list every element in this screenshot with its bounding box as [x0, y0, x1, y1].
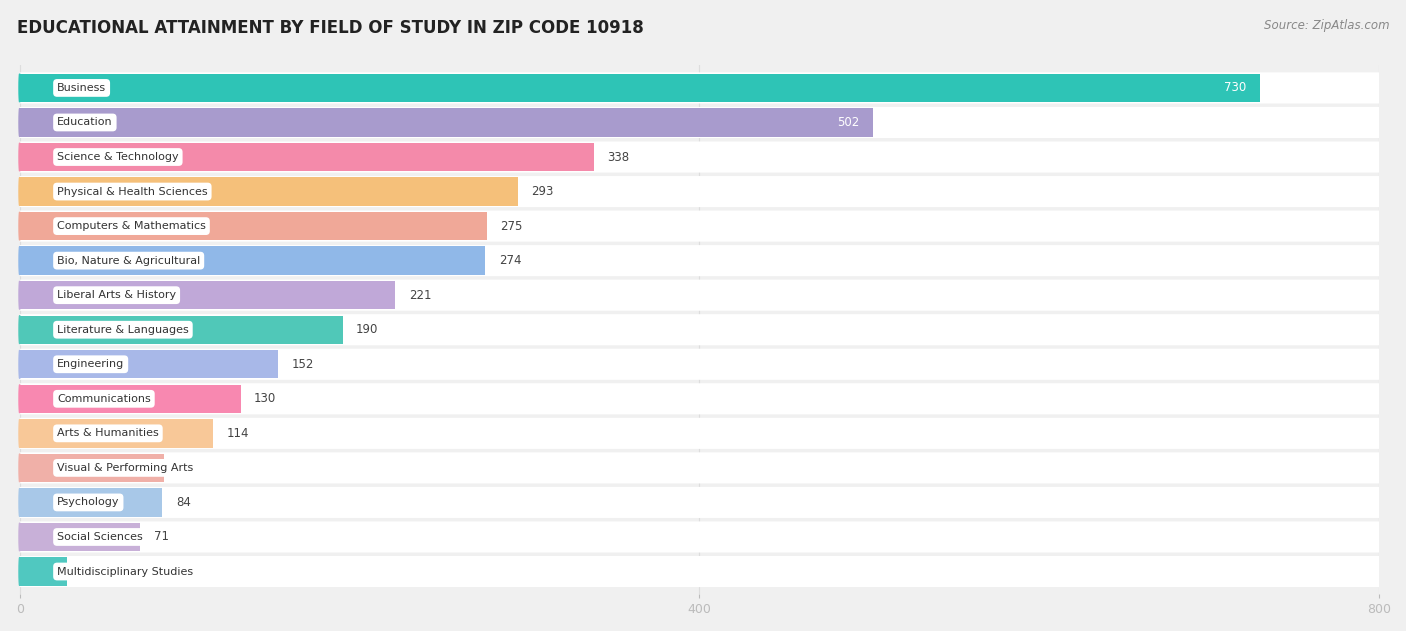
Text: Multidisciplinary Studies: Multidisciplinary Studies — [58, 567, 193, 577]
FancyBboxPatch shape — [20, 418, 1379, 449]
Bar — [20, 177, 517, 206]
Text: Science & Technology: Science & Technology — [58, 152, 179, 162]
Text: Physical & Health Sciences: Physical & Health Sciences — [58, 187, 208, 197]
Text: Visual & Performing Arts: Visual & Performing Arts — [58, 463, 193, 473]
FancyBboxPatch shape — [20, 107, 1379, 138]
Bar — [20, 488, 163, 517]
FancyBboxPatch shape — [20, 487, 1379, 518]
Text: 28: 28 — [82, 565, 96, 578]
Text: Education: Education — [58, 117, 112, 127]
FancyBboxPatch shape — [20, 349, 1379, 380]
FancyBboxPatch shape — [20, 314, 1379, 345]
Text: 84: 84 — [176, 496, 191, 509]
FancyBboxPatch shape — [20, 176, 1379, 207]
Text: EDUCATIONAL ATTAINMENT BY FIELD OF STUDY IN ZIP CODE 10918: EDUCATIONAL ATTAINMENT BY FIELD OF STUDY… — [17, 19, 644, 37]
Text: 152: 152 — [291, 358, 314, 371]
Text: 221: 221 — [409, 289, 432, 302]
Text: 71: 71 — [153, 531, 169, 543]
Text: 338: 338 — [607, 151, 630, 163]
Text: 730: 730 — [1225, 81, 1247, 95]
Bar — [20, 109, 873, 137]
Text: 275: 275 — [501, 220, 523, 233]
Text: 190: 190 — [356, 323, 378, 336]
Text: Computers & Mathematics: Computers & Mathematics — [58, 221, 205, 231]
Text: Business: Business — [58, 83, 107, 93]
Bar — [20, 143, 593, 171]
FancyBboxPatch shape — [20, 556, 1379, 587]
Text: 502: 502 — [837, 116, 859, 129]
FancyBboxPatch shape — [20, 521, 1379, 553]
Text: 130: 130 — [254, 392, 277, 405]
FancyBboxPatch shape — [20, 211, 1379, 242]
Text: 274: 274 — [499, 254, 522, 267]
Text: Social Sciences: Social Sciences — [58, 532, 143, 542]
Text: Liberal Arts & History: Liberal Arts & History — [58, 290, 176, 300]
Text: Psychology: Psychology — [58, 497, 120, 507]
FancyBboxPatch shape — [20, 73, 1379, 103]
Text: Bio, Nature & Agricultural: Bio, Nature & Agricultural — [58, 256, 200, 266]
Bar — [20, 557, 67, 586]
FancyBboxPatch shape — [20, 245, 1379, 276]
Text: Engineering: Engineering — [58, 359, 124, 369]
FancyBboxPatch shape — [20, 280, 1379, 310]
Bar — [20, 74, 1260, 102]
Bar — [20, 316, 343, 344]
Bar — [20, 247, 485, 275]
FancyBboxPatch shape — [20, 141, 1379, 172]
Text: 85: 85 — [177, 461, 193, 475]
Text: Arts & Humanities: Arts & Humanities — [58, 428, 159, 439]
Bar — [20, 212, 486, 240]
Text: 293: 293 — [531, 185, 554, 198]
Bar — [20, 350, 278, 379]
Text: 114: 114 — [226, 427, 249, 440]
Bar — [20, 281, 395, 309]
Text: Source: ZipAtlas.com: Source: ZipAtlas.com — [1264, 19, 1389, 32]
Text: Literature & Languages: Literature & Languages — [58, 325, 188, 334]
Bar — [20, 419, 214, 447]
Bar — [20, 454, 165, 482]
Text: Communications: Communications — [58, 394, 150, 404]
FancyBboxPatch shape — [20, 383, 1379, 415]
Bar — [20, 523, 141, 551]
FancyBboxPatch shape — [20, 452, 1379, 483]
Bar — [20, 385, 240, 413]
